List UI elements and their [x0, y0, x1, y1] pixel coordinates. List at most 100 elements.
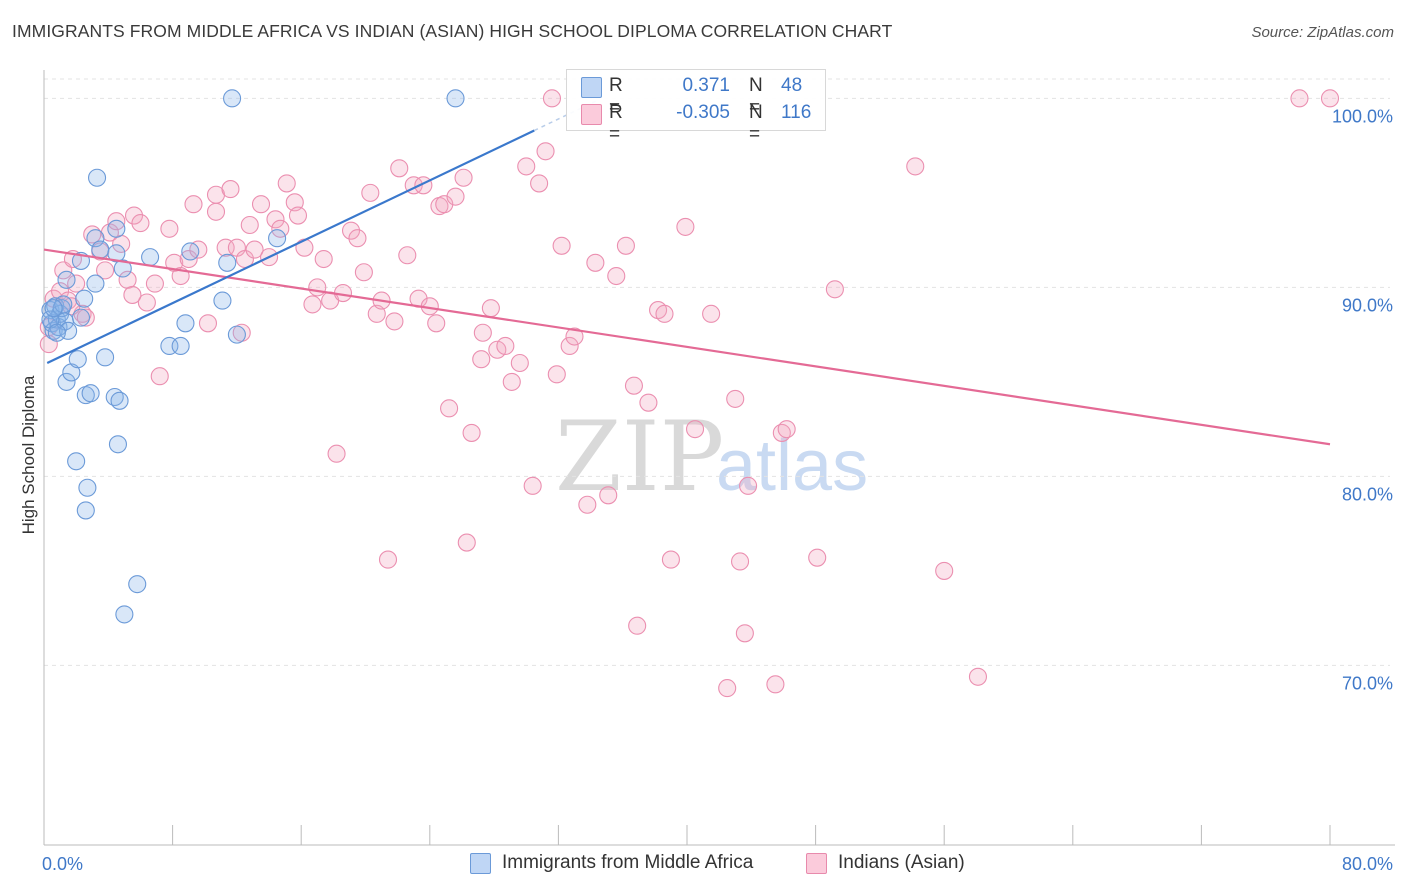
- legend-label-indians: Indians (Asian): [838, 852, 965, 873]
- data-point-immigrants-middle-africa: [446, 89, 465, 108]
- data-point-immigrants-middle-africa: [96, 348, 115, 367]
- data-point-indians-asian: [655, 304, 674, 323]
- legend-r-value: 0.371: [682, 75, 730, 96]
- data-point-indians-asian: [76, 308, 95, 327]
- data-point-indians-asian: [552, 236, 571, 255]
- axes: [43, 70, 1395, 846]
- tick-labels: 70.0% 80.0% 90.0% 100.0% 0.0% 80.0%: [42, 106, 1393, 874]
- data-point-indians-asian: [599, 486, 618, 505]
- data-point-indians-asian: [560, 336, 579, 356]
- data-point-indians-asian: [137, 293, 156, 312]
- data-point-indians-asian: [808, 548, 827, 567]
- data-point-indians-asian: [206, 202, 226, 221]
- data-point-indians-asian: [661, 550, 680, 569]
- data-point-immigrants-middle-africa: [91, 240, 110, 259]
- data-point-indians-asian: [361, 183, 380, 202]
- data-point-indians-asian: [777, 420, 796, 439]
- watermark-atlas: atlas: [716, 426, 868, 506]
- data-point-immigrants-middle-africa: [213, 291, 232, 310]
- data-point-indians-asian: [607, 266, 626, 286]
- data-point-immigrants-middle-africa: [57, 270, 76, 289]
- data-point-indians-asian: [565, 327, 584, 346]
- legend-n-label: N =: [749, 75, 763, 118]
- data-point-indians-asian: [124, 206, 144, 225]
- data-point-immigrants-middle-africa: [44, 299, 63, 318]
- data-point-indians-asian: [96, 261, 115, 280]
- data-point-indians-asian: [67, 274, 86, 293]
- data-point-indians-asian: [968, 667, 988, 686]
- data-point-indians-asian: [517, 157, 536, 176]
- data-point-indians-asian: [685, 420, 705, 439]
- data-point-immigrants-middle-africa: [71, 308, 91, 327]
- data-point-indians-asian: [398, 246, 417, 265]
- data-point-indians-asian: [718, 679, 737, 698]
- data-point-indians-asian: [702, 304, 721, 323]
- data-point-indians-asian: [198, 314, 218, 333]
- data-point-indians-asian: [639, 393, 658, 412]
- data-point-indians-asian: [251, 195, 271, 214]
- data-point-immigrants-middle-africa: [87, 168, 107, 187]
- data-point-immigrants-middle-africa: [81, 384, 100, 403]
- data-point-immigrants-middle-africa: [75, 289, 94, 308]
- data-point-indians-asian: [536, 142, 555, 161]
- data-point-indians-asian: [454, 168, 473, 187]
- data-point-indians-asian: [547, 365, 566, 384]
- data-point-indians-asian: [496, 336, 515, 356]
- data-point-indians-asian: [107, 212, 126, 231]
- y-tick-label: 70.0%: [1342, 673, 1393, 693]
- data-point-indians-asian: [314, 249, 333, 269]
- legend-r-label: R =: [609, 75, 623, 118]
- chart-title: IMMIGRANTS FROM MIDDLE AFRICA VS INDIAN …: [12, 21, 893, 41]
- data-point-indians-asian: [271, 219, 290, 238]
- data-point-immigrants-middle-africa: [181, 242, 200, 261]
- data-point-indians-asian: [385, 312, 404, 331]
- data-point-immigrants-middle-africa: [171, 336, 190, 356]
- data-point-indians-asian: [1290, 89, 1309, 108]
- legend-label-immigrants: Immigrants from Middle Africa: [502, 852, 754, 873]
- data-point-indians-asian: [240, 215, 259, 235]
- grid-lines: [44, 78, 1390, 666]
- data-point-indians-asian: [303, 295, 322, 314]
- correlation-legend: R = 0.371 N = 48 R = -0.305 N = 116: [566, 69, 826, 145]
- data-point-indians-asian: [726, 389, 745, 408]
- y-tick-label: 80.0%: [1342, 484, 1393, 504]
- data-point-immigrants-middle-africa: [59, 321, 78, 340]
- data-point-indians-asian: [578, 495, 597, 514]
- data-point-indians-asian: [348, 229, 367, 248]
- y-tick-label: 90.0%: [1342, 295, 1393, 315]
- zipatlas-watermark: ZIP atlas: [555, 401, 868, 513]
- data-point-indians-asian: [266, 210, 285, 229]
- data-point-indians-asian: [472, 350, 491, 369]
- data-point-indians-asian: [390, 159, 409, 178]
- data-point-immigrants-middle-africa: [141, 248, 160, 267]
- data-point-immigrants-middle-africa: [223, 89, 242, 108]
- data-point-indians-asian: [530, 174, 549, 193]
- source-label: Source: ZipAtlas.com: [1251, 24, 1394, 41]
- data-point-indians-asian: [131, 214, 150, 233]
- data-point-indians-asian: [179, 249, 198, 269]
- data-point-indians-asian: [735, 624, 754, 643]
- data-point-indians-asian: [446, 187, 465, 206]
- legend-n-value: 48: [781, 75, 803, 96]
- data-point-indians-asian: [308, 278, 327, 297]
- data-point-immigrants-middle-africa: [67, 452, 86, 471]
- legend-swatch-pink: [806, 853, 827, 874]
- data-point-immigrants-middle-africa: [68, 350, 87, 369]
- data-point-indians-asian: [341, 221, 361, 240]
- data-point-indians-asian: [825, 280, 844, 299]
- data-point-immigrants-middle-africa: [57, 372, 76, 391]
- data-point-indians-asian: [523, 476, 542, 495]
- legend-n-label: N =: [749, 102, 763, 145]
- data-point-indians-asian: [277, 174, 296, 193]
- data-point-immigrants-middle-africa: [86, 274, 105, 293]
- data-point-indians-asian: [616, 236, 635, 255]
- data-point-indians-asian: [150, 367, 169, 386]
- data-point-indians-asian: [473, 323, 492, 342]
- legend-swatch-pink: [581, 104, 602, 125]
- watermark-zip: ZIP: [555, 401, 724, 513]
- data-point-indians-asian: [935, 561, 954, 580]
- data-point-indians-asian: [1320, 89, 1340, 108]
- data-point-immigrants-middle-africa: [47, 323, 66, 342]
- data-point-indians-asian: [624, 376, 644, 395]
